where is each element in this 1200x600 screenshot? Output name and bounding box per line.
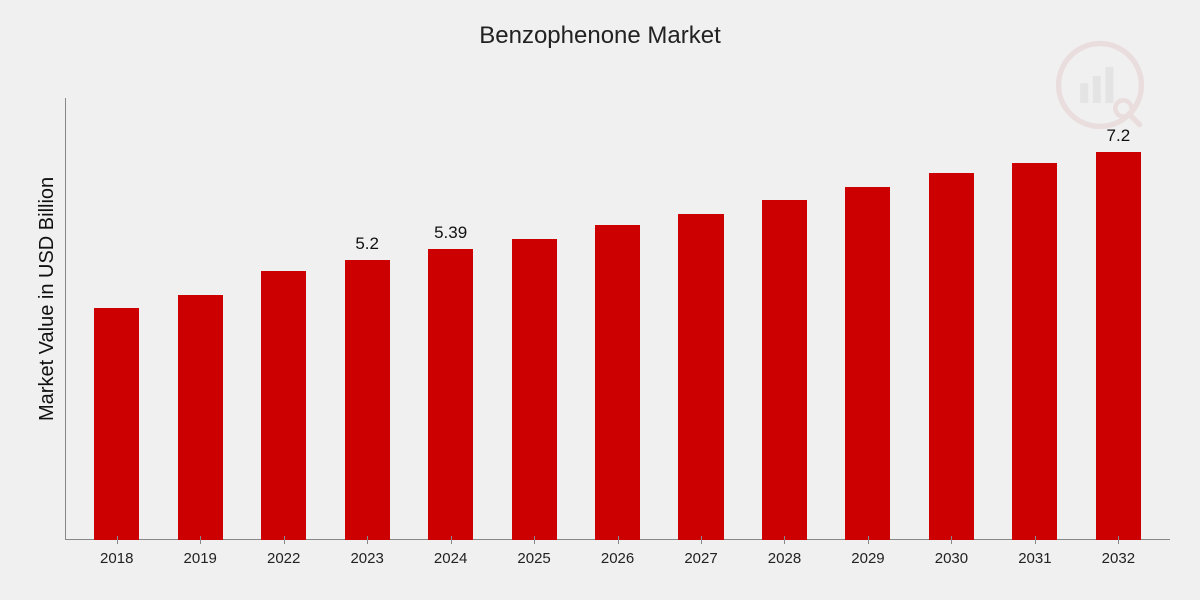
bar-slot	[826, 98, 909, 540]
bar	[595, 225, 640, 540]
bar	[1096, 152, 1141, 540]
x-tick: 2022	[242, 540, 325, 580]
bar	[1012, 163, 1057, 540]
bar-slot	[910, 98, 993, 540]
x-axis-labels: 2018 2019 2022 2023 2024 2025 2026 2027 2028 2029…	[65, 540, 1170, 580]
bar	[261, 271, 306, 541]
x-tick-mark	[701, 536, 702, 544]
x-tick-mark	[1035, 536, 1036, 544]
x-tick: 2026	[576, 540, 659, 580]
y-axis-label: Market Value in USD Billion	[30, 78, 65, 520]
bar	[929, 173, 974, 540]
bar-slot: 5.39	[409, 98, 492, 540]
bars-container: 5.2 5.39 7.2	[65, 98, 1170, 540]
x-tick-label: 2019	[184, 550, 217, 567]
x-tick: 2032	[1077, 540, 1160, 580]
bar-slot	[659, 98, 742, 540]
x-tick-mark	[618, 536, 619, 544]
bar-value-label: 5.2	[355, 234, 379, 254]
chart-title: Benzophenone Market	[0, 0, 1200, 58]
bar-slot	[743, 98, 826, 540]
bar-slot	[993, 98, 1076, 540]
x-tick: 2025	[492, 540, 575, 580]
x-tick-label: 2029	[851, 550, 884, 567]
x-tick-label: 2031	[1018, 550, 1051, 567]
x-tick-label: 2028	[768, 550, 801, 567]
x-tick: 2027	[659, 540, 742, 580]
x-tick: 2029	[826, 540, 909, 580]
x-tick-mark	[200, 536, 201, 544]
x-tick-label: 2018	[100, 550, 133, 567]
x-tick: 2030	[910, 540, 993, 580]
x-tick-mark	[868, 536, 869, 544]
x-tick: 2023	[325, 540, 408, 580]
chart-plot-area: 5.25.397.2 20182019202220232024202520262…	[65, 98, 1170, 580]
bar-slot: 5.2	[325, 98, 408, 540]
bar-value-label: 5.39	[434, 223, 467, 243]
bar	[345, 260, 390, 540]
x-tick-label: 2024	[434, 550, 467, 567]
x-tick-label: 2030	[935, 550, 968, 567]
x-tick-mark	[284, 536, 285, 544]
x-tick-mark	[367, 536, 368, 544]
x-tick-label: 2022	[267, 550, 300, 567]
x-tick-label: 2023	[350, 550, 383, 567]
x-tick-label: 2027	[684, 550, 717, 567]
x-tick-mark	[534, 536, 535, 544]
bar-slot	[158, 98, 241, 540]
bar	[428, 249, 473, 540]
x-tick-mark	[784, 536, 785, 544]
x-tick: 2024	[409, 540, 492, 580]
bar	[845, 187, 890, 540]
bar-slot: 7.2	[1077, 98, 1160, 540]
bar-slot	[492, 98, 575, 540]
x-tick: 2028	[743, 540, 826, 580]
bar	[178, 295, 223, 540]
bar-slot	[75, 98, 158, 540]
x-tick: 2031	[993, 540, 1076, 580]
x-tick: 2018	[75, 540, 158, 580]
x-tick-label: 2032	[1102, 550, 1135, 567]
bar-value-label: 7.2	[1107, 126, 1131, 146]
x-tick-mark	[451, 536, 452, 544]
x-tick-mark	[951, 536, 952, 544]
bar-slot	[576, 98, 659, 540]
bar	[678, 214, 723, 540]
x-tick-label: 2025	[517, 550, 550, 567]
bar	[94, 308, 139, 540]
x-tick-mark	[117, 536, 118, 544]
bar	[762, 200, 807, 540]
bar-slot	[242, 98, 325, 540]
x-tick: 2019	[158, 540, 241, 580]
x-tick-mark	[1118, 536, 1119, 544]
x-tick-label: 2026	[601, 550, 634, 567]
bar	[512, 239, 557, 540]
